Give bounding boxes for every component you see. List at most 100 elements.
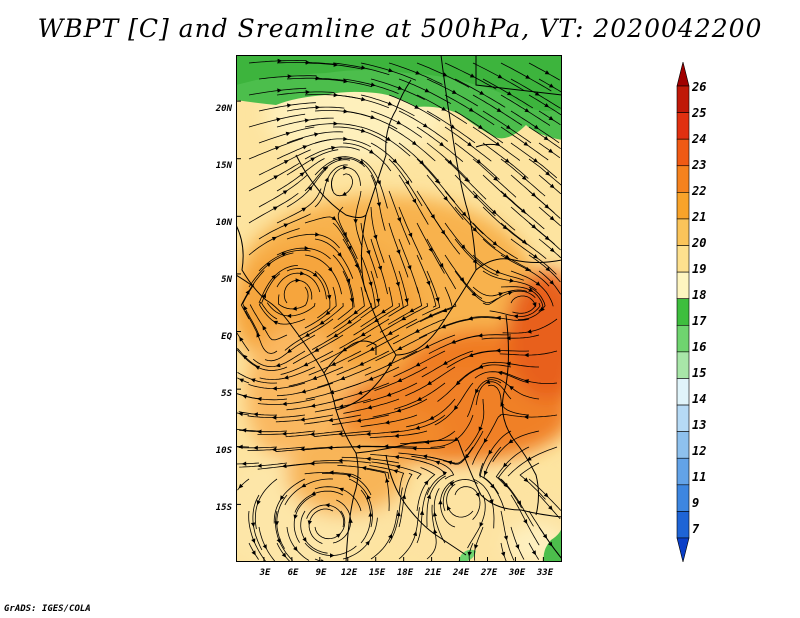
streamline-arrowhead — [524, 352, 529, 358]
lon-label-3e: 3E — [259, 568, 271, 578]
streamline-arrowhead — [295, 278, 301, 283]
streamline-arrowhead — [451, 89, 457, 94]
streamline — [370, 454, 428, 464]
streamline-arrowhead — [346, 278, 351, 284]
streamline-arrowhead — [524, 108, 530, 113]
streamline-arrowhead — [523, 414, 529, 420]
streamline-arrowhead — [545, 171, 551, 176]
streamline-arrowhead — [287, 74, 293, 79]
streamline-arrowhead — [368, 281, 373, 287]
streamline — [454, 174, 496, 217]
streamline-arrowhead — [521, 208, 526, 214]
streamline-arrowhead — [503, 535, 508, 541]
streamline — [421, 350, 474, 378]
streamline-arrowhead — [282, 190, 288, 195]
streamline — [313, 430, 372, 437]
lat-label-15n: 15N — [215, 161, 232, 171]
streamline-arrowhead — [315, 105, 321, 110]
streamline — [360, 286, 394, 328]
streamline — [304, 159, 351, 192]
streamline-arrowhead — [489, 499, 494, 505]
streamline — [276, 158, 325, 192]
streamline — [334, 382, 390, 401]
streamline-arrowhead — [464, 454, 470, 459]
streamline — [286, 526, 310, 561]
lon-label-9e: 9E — [315, 568, 327, 578]
colorbar-cell — [676, 271, 690, 300]
streamline-arrowhead — [293, 546, 298, 552]
streamline-arrowhead — [329, 470, 334, 475]
streamline-arrowhead — [435, 297, 440, 303]
streamline-arrowhead — [304, 118, 310, 123]
streamline-arrowhead — [548, 116, 554, 121]
streamline-arrowhead — [545, 266, 551, 272]
streamline-arrowhead — [241, 461, 247, 466]
streamline — [276, 91, 335, 96]
streamline — [332, 156, 377, 185]
streamline-arrowhead — [429, 415, 435, 420]
colorbar-cell — [676, 62, 690, 87]
streamline — [501, 371, 558, 384]
streamline-arrowhead — [361, 65, 366, 70]
streamline-arrowhead — [508, 439, 514, 444]
streamline — [248, 228, 300, 256]
streamline — [366, 468, 390, 512]
streamline-arrowhead — [340, 376, 346, 381]
streamline-arrowhead — [397, 217, 402, 223]
streamline-arrowhead — [461, 211, 467, 217]
streamline-arrowhead — [333, 62, 339, 67]
streamline-arrowhead — [271, 274, 276, 280]
streamline-arrowhead — [338, 404, 344, 409]
streamline — [538, 526, 562, 559]
lon-label-12e: 12E — [340, 568, 358, 578]
streamline-arrowhead — [515, 544, 520, 550]
streamline-arrowhead — [496, 315, 501, 321]
streamline-arrowhead — [343, 78, 349, 84]
colorbar-label-9: 9 — [692, 496, 700, 510]
streamline — [337, 465, 390, 480]
streamline — [464, 398, 485, 452]
streamline — [363, 382, 418, 404]
streamline-arrowhead — [368, 376, 374, 381]
streamline — [286, 268, 327, 300]
streamline-arrowhead — [533, 254, 538, 259]
streamline — [426, 78, 479, 107]
streamline — [388, 270, 409, 317]
streamline — [474, 526, 484, 561]
streamline — [471, 316, 530, 321]
streamline-arrowhead — [281, 431, 287, 436]
streamline-arrowhead — [401, 316, 407, 321]
map-canvas — [236, 55, 562, 562]
streamline-arrowhead — [409, 308, 415, 313]
streamline-arrowhead — [411, 446, 417, 451]
streamline-arrowhead — [281, 552, 287, 558]
streamline-arrowhead — [347, 319, 352, 324]
colorbar-label-22: 22 — [692, 184, 707, 198]
streamline — [348, 478, 373, 528]
streamline — [240, 270, 265, 320]
streamline-arrowhead — [414, 328, 420, 333]
streamline-arrowhead — [370, 115, 376, 120]
streamline-arrowhead — [544, 204, 550, 209]
streamline-arrowhead — [310, 157, 316, 162]
streamline — [388, 487, 403, 544]
streamline-arrowhead — [239, 336, 244, 342]
streamline — [388, 158, 423, 207]
streamline-arrowhead — [271, 415, 277, 420]
streamline — [375, 334, 428, 362]
streamline — [285, 430, 344, 438]
streamline — [472, 414, 502, 465]
streamline-arrowhead — [498, 292, 504, 297]
streamline — [426, 475, 446, 527]
streamline — [278, 286, 309, 310]
streamline — [416, 126, 464, 163]
streamline-arrowhead — [353, 219, 358, 224]
streamline-arrowhead — [301, 483, 307, 488]
streamline-arrowhead — [395, 281, 400, 287]
colorbar-cell — [676, 351, 690, 379]
streamline — [437, 366, 484, 402]
streamline-arrowhead — [525, 74, 531, 79]
streamline — [442, 479, 478, 512]
streamline-arrowhead — [396, 249, 401, 255]
colorbar-label-26: 26 — [692, 80, 707, 94]
